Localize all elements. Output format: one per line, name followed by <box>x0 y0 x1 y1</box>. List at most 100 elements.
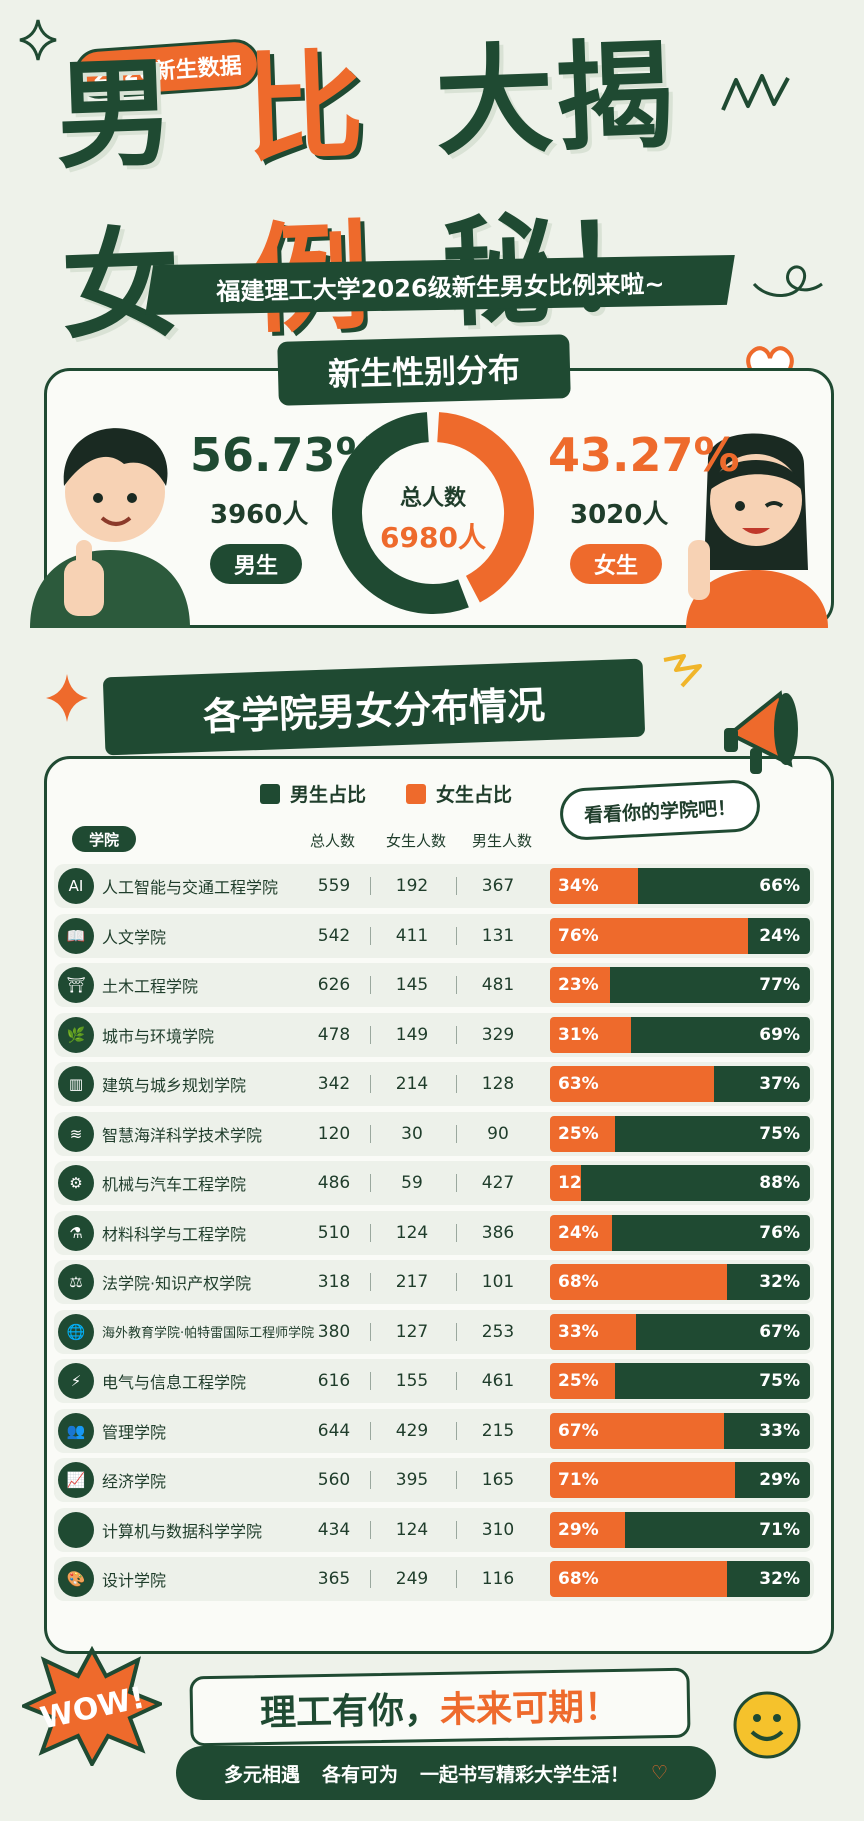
college-section-title: 各学院男女分布情况 <box>102 658 646 756</box>
total-count: 542 <box>317 925 351 946</box>
building-icon: ▥ <box>58 1066 94 1102</box>
sparkle-icon <box>19 19 57 61</box>
male-count-cell: 215 <box>481 1420 515 1441</box>
chart-legend: 男生占比 女生占比 <box>260 780 512 807</box>
total-count: 510 <box>317 1222 351 1243</box>
divider <box>370 1372 371 1390</box>
gender-section-title: 新生性别分布 <box>277 334 571 406</box>
female-count-cell: 411 <box>395 925 429 946</box>
male-bar: 24% <box>747 917 810 954</box>
male-count-cell: 310 <box>481 1519 515 1540</box>
female-bar: 68% <box>550 1561 727 1597</box>
male-count: 3960人 <box>210 500 309 530</box>
ratio-bar: 76% 24% <box>550 917 810 954</box>
table-row: 🌿 城市与环境学院 478 149 329 31% 69% <box>54 1012 814 1057</box>
table-row: ⛩ 土木工程学院 626 145 481 23% 77% <box>54 963 814 1007</box>
divider <box>370 877 371 895</box>
divider <box>456 1322 457 1341</box>
legend-male-swatch <box>260 783 280 804</box>
globe-icon: 🌐 <box>58 1313 94 1350</box>
male-bar: 37% <box>713 1066 810 1102</box>
divider <box>370 1174 371 1192</box>
male-count-cell: 481 <box>481 975 515 995</box>
male-bar: 69% <box>630 1016 810 1053</box>
divider <box>370 1471 371 1489</box>
college-name: 建筑与城乡规划学院 <box>102 1076 247 1095</box>
male-bar: 29% <box>734 1462 810 1498</box>
female-percentage: 43.27% <box>548 428 740 482</box>
divider <box>456 976 457 994</box>
bridge-icon: ⛩ <box>58 967 94 1003</box>
female-bar: 34% <box>550 868 639 904</box>
slogan-part-2: 未来可期！ <box>439 1686 621 1731</box>
male-count-cell: 128 <box>481 1074 515 1094</box>
ratio-bar: 25% 75% <box>550 1363 810 1399</box>
ratio-bar: 63% 37% <box>550 1066 810 1102</box>
header-college: 学院 <box>72 826 136 852</box>
divider <box>456 1273 457 1291</box>
female-bar: 29% <box>550 1511 626 1548</box>
male-bar: 66% <box>638 868 810 904</box>
female-bar: 25% <box>550 1115 615 1152</box>
divider <box>370 1273 371 1291</box>
female-bar: 68% <box>550 1264 727 1300</box>
female-count-cell: 127 <box>395 1321 429 1342</box>
gear-icon: ⚙ <box>58 1165 94 1201</box>
legend-female-label: 女生占比 <box>436 784 513 806</box>
female-bar: 33% <box>550 1313 636 1350</box>
palette-icon: 🎨 <box>58 1561 94 1597</box>
total-count: 478 <box>317 1024 351 1045</box>
male-count-cell: 427 <box>481 1173 515 1193</box>
male-count-cell: 101 <box>481 1272 515 1292</box>
male-count-cell: 329 <box>481 1024 515 1045</box>
ratio-bar: 67% 33% <box>550 1412 810 1449</box>
footer-slogan: 理工有你， 未来可期！ <box>189 1667 691 1747</box>
female-bar: 24% <box>550 1214 613 1251</box>
male-count-cell: 367 <box>481 876 515 896</box>
megaphone-icon <box>724 690 798 774</box>
divider <box>370 1520 371 1539</box>
divider <box>456 877 457 895</box>
header-total: 总人数 <box>310 832 356 850</box>
college-name: 土木工程学院 <box>102 977 199 996</box>
ratio-bar: 12% 88% <box>550 1165 810 1201</box>
wave-icon: ≋ <box>58 1115 94 1152</box>
male-count-cell: 116 <box>481 1569 515 1589</box>
divider <box>370 1322 371 1341</box>
footer-item-2: 各有可为 <box>321 1763 398 1786</box>
male-count-cell: 90 <box>487 1123 509 1144</box>
table-row: ⚖ 法学院·知识产权学院 318 217 101 68% 32% <box>54 1260 814 1304</box>
female-count-cell: 429 <box>395 1420 429 1441</box>
female-count-cell: 145 <box>395 975 429 995</box>
table-row: 📈 经济学院 560 395 165 71% 29% <box>54 1458 814 1502</box>
gender-donut-chart <box>332 412 534 614</box>
table-row: 📖 人文学院 542 411 131 76% 24% <box>54 913 814 958</box>
male-bar: 32% <box>726 1561 810 1597</box>
male-count-cell: 386 <box>481 1222 515 1243</box>
male-label: 男生 <box>210 544 302 584</box>
people-icon: 👥 <box>58 1412 94 1449</box>
divider <box>370 1124 371 1143</box>
ratio-bar: 68% 32% <box>550 1264 810 1300</box>
table-row: ≋ 智慧海洋科学技术学院 120 30 90 25% 75% <box>54 1111 814 1156</box>
male-slice <box>332 412 469 614</box>
college-name: 材料科学与工程学院 <box>102 1224 247 1244</box>
male-count-cell: 131 <box>481 925 515 946</box>
table-row: 🌐 海外教育学院·帕特雷国际工程师学院 380 127 253 33% 67% <box>54 1309 814 1354</box>
divider <box>370 976 371 994</box>
college-name: 设计学院 <box>102 1571 167 1590</box>
college-name: 计算机与数据科学学院 <box>102 1521 263 1541</box>
male-count-cell: 461 <box>481 1371 515 1391</box>
female-slice <box>436 412 534 603</box>
female-count-cell: 217 <box>395 1272 429 1292</box>
leaf-icon: 🌿 <box>58 1016 94 1053</box>
donut-total-value: 6980人 <box>380 521 486 554</box>
legend-female: 女生占比 <box>406 780 512 807</box>
male-bar: 67% <box>635 1313 810 1350</box>
female-count-cell: 192 <box>395 876 429 896</box>
legend-male: 男生占比 <box>260 780 366 807</box>
divider <box>456 1124 457 1143</box>
college-name: 人文学院 <box>102 927 167 947</box>
table-row: ⚡ 电气与信息工程学院 616 155 461 25% 75% <box>54 1359 814 1403</box>
ratio-bar: 71% 29% <box>550 1462 810 1498</box>
